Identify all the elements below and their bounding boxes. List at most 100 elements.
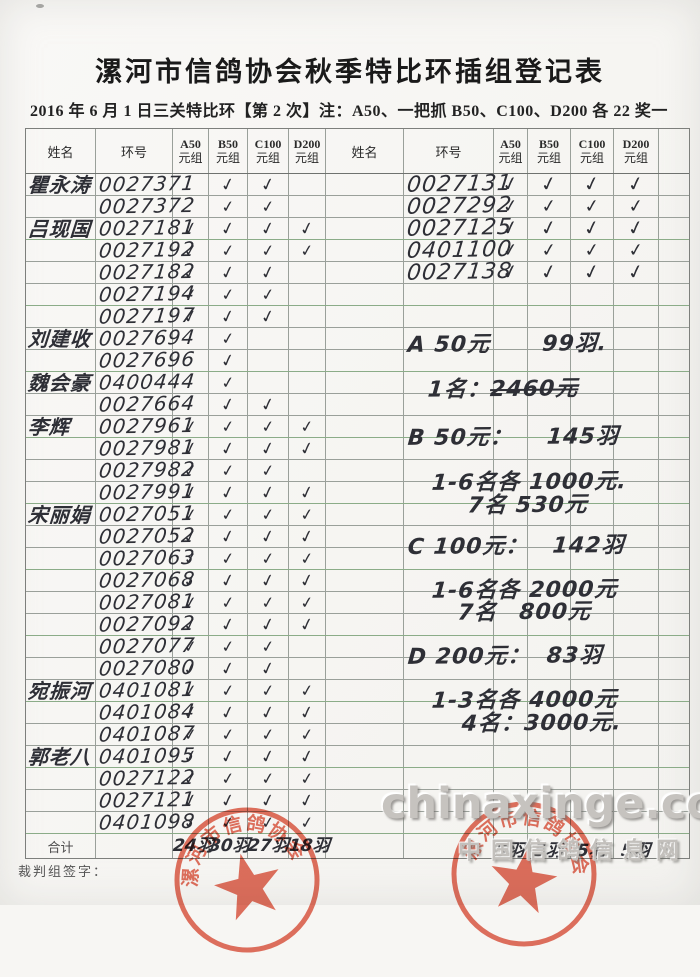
ring-cell: 0401087 [96,721,197,747]
check-cell [494,614,528,635]
ring-cell [404,372,494,393]
total-label [326,834,404,858]
name-cell [326,614,404,635]
table-row [326,680,659,702]
name-cell [326,306,404,327]
check-cell: ✓ [289,768,326,789]
table-row [326,614,659,636]
ring-cell-text: 0027080 [97,654,197,681]
check-cell [494,504,528,525]
check-cell: ✓ [173,680,209,701]
name-cell [326,790,404,811]
ring-cell: 0027372 [96,193,197,219]
check-cell [614,746,659,767]
check-cell [614,460,659,481]
check-cell [571,482,614,503]
check-cell [289,306,326,327]
check-cell: ✓ [614,239,659,262]
name-cell [26,636,96,657]
table-row: 0027063 ✓ ✓ ✓ ✓ [26,545,326,571]
ring-cell: 0400444 [96,369,197,395]
watermark-site-name: 中国信鸽信息网 [458,838,689,864]
table-row [326,438,659,460]
ring-cell-text: 0027961 [97,412,197,439]
table-row: 0027292 ✓ ✓ ✓ ✓ [326,193,659,220]
table-row [659,548,689,570]
check-cell [173,350,209,371]
check-cell: ✓ [248,504,289,525]
name-cell [26,548,96,569]
check-cell: ✓ [528,172,571,197]
empty-cell [659,350,689,371]
empty-cell [659,372,689,393]
table-row: 0027991 ✓ ✓ ✓ ✓ [26,479,326,505]
check-cell [571,504,614,525]
check-cell: ✓ [248,173,289,196]
check-cell: ✓ [248,393,289,416]
ring-cell [404,328,494,349]
name-cell [326,284,404,305]
table-row [659,328,689,350]
check-cell: ✓ [209,701,248,724]
ring-cell-text: 0027182 [97,258,197,285]
ring-cell: 0027080 [96,654,197,681]
check-cell: ✓ [248,548,289,569]
table-row: 0027121 ✓ ✓ ✓ ✓ [26,787,326,813]
check-cell [289,636,326,657]
ring-cell: 0401098 [96,809,197,835]
check-cell: ✓ [209,613,248,636]
table-row [659,504,689,526]
empty-cell [659,460,689,481]
ring-cell-text: 0027138 [405,258,514,286]
check-cell: ✓ [248,284,289,305]
total-ring-cell [96,834,173,858]
check-cell: ✓ [248,745,289,768]
table-row [659,372,689,394]
check-cell [571,438,614,459]
ring-cell-text: 0401084 [97,698,197,725]
name-cell [26,284,96,305]
check-cell [528,438,571,459]
check-cell: ✓ [289,592,326,613]
table-row: 吕现国 0027181 ✓ ✓ ✓ ✓ [26,215,326,241]
ring-cell-text: 0027092 [97,610,197,637]
header-row [659,129,689,174]
ring-cell [404,636,494,657]
empty-cell [659,548,689,569]
ring-cell: 0401081 [96,677,197,703]
check-cell [528,460,571,481]
check-cell [614,768,659,789]
table-row: 0027372 ✓ ✓ [26,193,326,219]
check-cell: ✓ [248,240,289,261]
ring-cell: 0027192 [96,237,197,263]
check-cell: ✓ [571,195,614,218]
check-cell: ✓ [571,216,614,241]
check-cell: ✓ [248,481,289,504]
table-row [659,746,689,768]
name-cell: 李辉 [26,415,96,439]
fee-column-header-c100: C100 元组 [571,129,614,173]
check-cell: ✓ [209,504,248,525]
check-cell: ✓ [248,437,289,460]
name-cell [326,592,404,613]
empty-cell [659,570,689,591]
ring-cell: 0027696 [96,347,197,373]
header-row: 姓名 环号 A50 元组 B50 元组 C100 元组 D200 元组 [326,129,659,174]
total-cell: 5羽 [614,834,659,861]
ring-cell: 0027131 [404,171,514,198]
ring-cell [404,658,494,679]
check-cell: ✓ [209,437,248,460]
page-subtitle: 2016 年 6 月 1 日三关特比环【第 2 次】注：A50、一把抓 B50、… [30,103,668,120]
table-row: 0027696 ✓ [26,347,326,373]
check-cell: ✓ [173,481,209,504]
name-cell-text: 刘建收 [27,327,92,351]
check-cell [494,680,528,701]
check-cell: ✓ [289,789,326,812]
check-cell [289,262,326,283]
ring-cell: 0027694 [96,325,197,351]
check-cell: ✓ [528,195,571,218]
tail-column-body [659,174,689,858]
check-cell [494,548,528,569]
check-cell: ✓ [289,437,326,460]
ring-cell [404,768,494,789]
